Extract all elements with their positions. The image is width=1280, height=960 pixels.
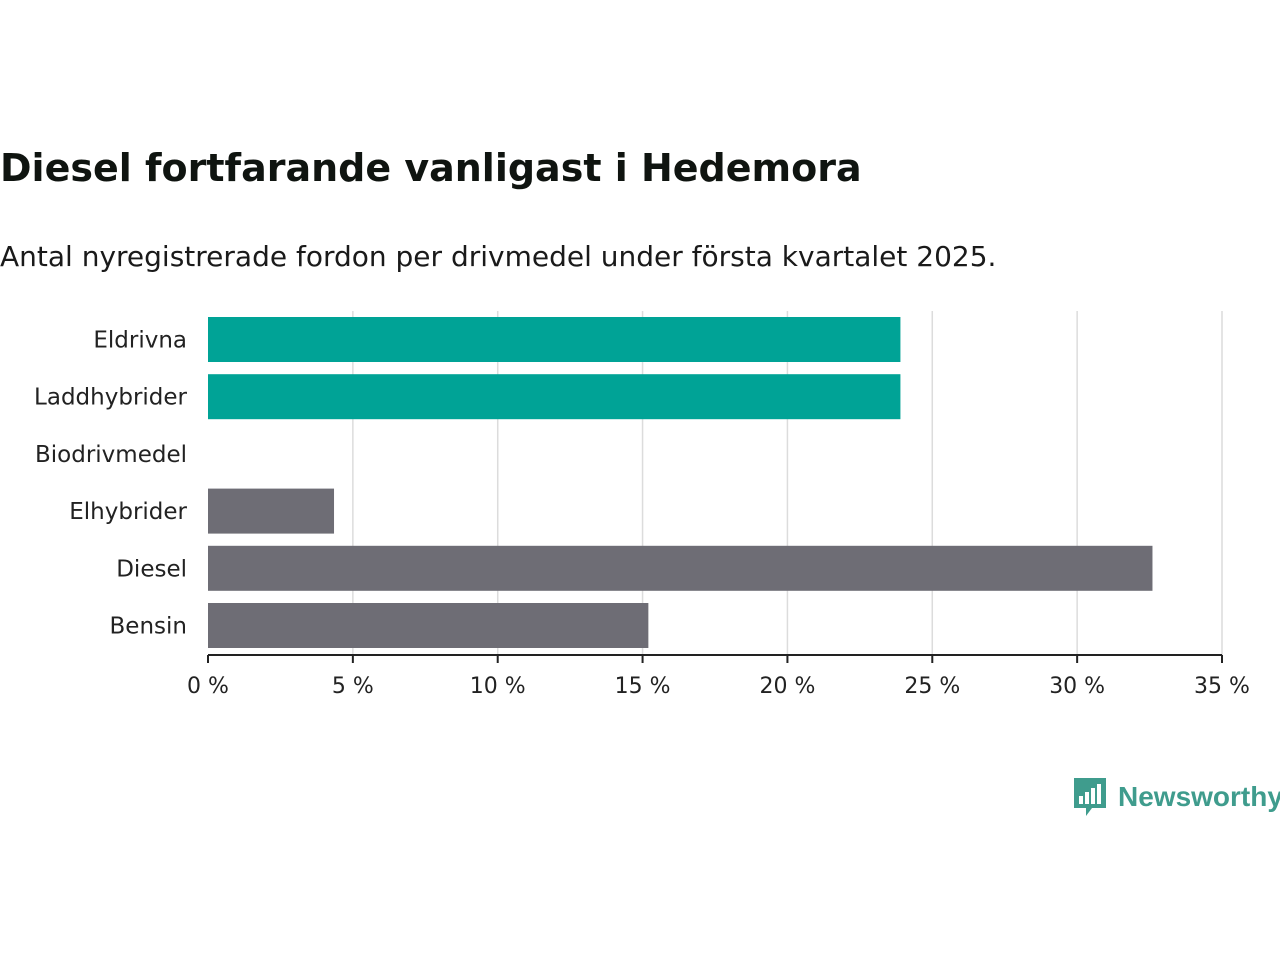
- x-tick-label: 30 %: [1049, 674, 1105, 699]
- x-tick-label: 5 %: [332, 674, 374, 699]
- x-tick-label: 15 %: [615, 674, 671, 699]
- chart-title: Diesel fortfarande vanligast i Hedemora: [0, 146, 862, 190]
- category-label: Laddhybrider: [34, 385, 187, 411]
- logo-text: Newsworthy: [1118, 781, 1280, 812]
- bar-chart-speech-bubble-icon: [1074, 778, 1106, 816]
- x-axis: 0 % 5 % 10 % 15 % 20 % 25 % 30 % 35 %: [187, 654, 1250, 699]
- x-tick-label: 10 %: [470, 674, 526, 699]
- category-label: Eldrivna: [93, 328, 187, 354]
- bars: [208, 317, 1153, 648]
- bar-bensin: [208, 603, 649, 648]
- category-label: Bensin: [110, 614, 187, 640]
- bar-eldrivna: [208, 317, 901, 362]
- bar-laddhybrider: [208, 374, 901, 420]
- chart-subtitle: Antal nyregistrerade fordon per drivmede…: [0, 240, 997, 273]
- newsworthy-logo: Newsworthy: [1072, 776, 1280, 818]
- category-label: Biodrivmedel: [35, 442, 187, 468]
- category-label: Diesel: [116, 556, 187, 582]
- bar-elhybrider: [208, 488, 335, 534]
- category-labels: Eldrivna Laddhybrider Biodrivmedel Elhybrid…: [34, 328, 187, 640]
- bar-diesel: [208, 545, 1153, 591]
- x-tick-label: 0 %: [187, 674, 229, 699]
- grid-lines: [352, 311, 1223, 655]
- x-tick-label: 25 %: [904, 674, 960, 699]
- x-tick-label: 20 %: [759, 674, 815, 699]
- x-tick-label: 35 %: [1194, 674, 1250, 699]
- category-label: Elhybrider: [69, 499, 187, 525]
